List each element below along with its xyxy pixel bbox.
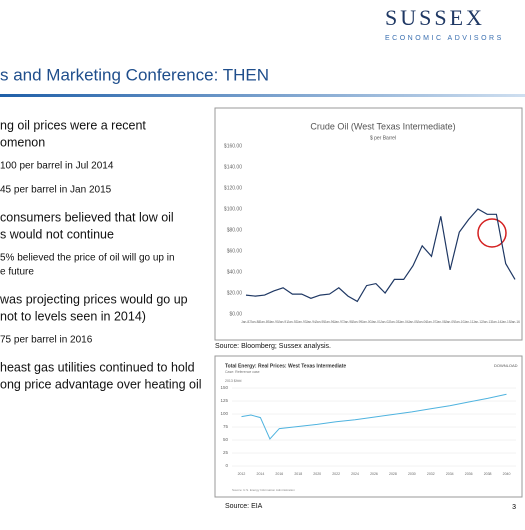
x-tick-label: Jan-08: [436, 320, 446, 324]
chart-note: Source: U.S. Energy Information Administ…: [232, 488, 295, 492]
x-tick-label: Jan-97: [334, 320, 344, 324]
sub-bullet-text: 75 per barrel in 2016: [0, 335, 93, 346]
x-tick-label: Jan-14: [492, 320, 502, 324]
x-tick-label: Jan-99: [352, 320, 362, 324]
y-tick-label: $80.00: [227, 227, 243, 233]
x-tick-label: Jan-04: [399, 320, 409, 324]
bullet-text: was projecting prices would go up: [0, 292, 188, 306]
sub-bullet-text: 5% believed the price of oil will go up …: [0, 253, 175, 264]
bullet-text: consumers believed that low oil: [0, 210, 174, 224]
y-tick-label: $60.00: [227, 248, 243, 254]
y-tick-label: $160.00: [224, 143, 242, 149]
y-tick-label: 125: [220, 398, 228, 403]
x-tick-label: 2022: [332, 472, 340, 476]
y-tick-label: 25: [223, 450, 229, 455]
highlight-circle: [477, 218, 507, 248]
bullet-text: ng oil prices were a recent: [0, 118, 146, 132]
bullet-text: s would not continue: [0, 227, 114, 241]
x-tick-label: Jan-03: [390, 320, 400, 324]
chart-title: Crude Oil (West Texas Intermediate): [310, 121, 455, 131]
x-tick-label: 2040: [503, 472, 511, 476]
x-tick-label: Jan-01: [371, 320, 381, 324]
y-tick-label: 100: [220, 411, 228, 416]
y-tick-label: $100.00: [224, 206, 242, 212]
x-tick-label: Jan-90: [269, 320, 279, 324]
x-tick-label: 2018: [294, 472, 302, 476]
x-tick-label: Jan-06: [417, 320, 427, 324]
x-tick-label: Jan-94: [306, 320, 316, 324]
x-tick-label: 2032: [427, 472, 435, 476]
x-tick-label: Jan-12: [473, 320, 483, 324]
bullet-text: heast gas utilities continued to hold: [0, 360, 195, 374]
chart-subtitle: $ per Barrel: [370, 135, 396, 141]
chart-frame: [214, 355, 523, 498]
sub-bullet-text: 100 per barrel in Jul 2014: [0, 161, 114, 172]
page-number: 3: [512, 504, 516, 511]
x-tick-label: Jan-89: [260, 320, 270, 324]
x-tick-label: 2016: [275, 472, 283, 476]
y-tick-label: $120.00: [224, 185, 242, 191]
x-tick-label: Jan-91: [278, 320, 288, 324]
x-tick-label: 2038: [484, 472, 492, 476]
title-rule: [0, 94, 525, 97]
x-tick-label: Jan-02: [380, 320, 390, 324]
chart-frame: [214, 107, 523, 341]
x-tick-label: 2014: [257, 472, 265, 476]
chart-source: Source: EIA: [225, 503, 263, 510]
x-tick-label: 2036: [465, 472, 473, 476]
slide-title: s and Marketing Conference: THEN: [0, 65, 269, 84]
y-tick-label: $40.00: [227, 269, 243, 275]
x-tick-label: Jan-13: [482, 320, 492, 324]
chart-subtitle: Case: Reference case: [225, 370, 260, 374]
x-tick-label: 2012: [238, 472, 246, 476]
y-tick-label: 150: [220, 385, 228, 390]
bullet-text: ong price advantage over heating oil: [0, 377, 202, 391]
x-tick-label: Jan-05: [408, 320, 418, 324]
unit-label: 2013 $/bbl: [225, 379, 242, 383]
y-tick-label: 75: [223, 424, 229, 429]
y-tick-label: $0.00: [229, 311, 242, 317]
y-tick-label: 50: [223, 437, 229, 442]
data-line: [241, 393, 507, 440]
x-tick-label: Jan-00: [362, 320, 372, 324]
y-tick-label: 0: [225, 463, 228, 468]
x-tick-label: Jan-95: [315, 320, 325, 324]
x-tick-label: Jan-11: [464, 320, 474, 324]
x-tick-label: 2020: [313, 472, 321, 476]
bullet-text: not to levels seen in 2014): [0, 309, 146, 323]
bullet-text: omenon: [0, 135, 45, 149]
chart-title: Total Energy: Real Prices: West Texas In…: [225, 363, 346, 369]
x-tick-label: 2034: [446, 472, 454, 476]
x-tick-label: 2028: [389, 472, 397, 476]
x-tick-label: Jan-93: [297, 320, 307, 324]
x-tick-label: Jan-16: [510, 320, 520, 324]
logo-sub: ECONOMIC ADVISORS: [385, 35, 504, 42]
x-tick-label: Jan-88: [250, 320, 260, 324]
sub-bullet-text: 45 per barrel in Jan 2015: [0, 185, 112, 196]
x-tick-label: Jan-96: [325, 320, 335, 324]
data-line: [245, 208, 516, 303]
y-tick-label: $140.00: [224, 164, 242, 170]
logo: SUSSEX: [385, 5, 485, 30]
x-tick-label: 2026: [370, 472, 378, 476]
x-tick-label: Jan-98: [343, 320, 353, 324]
x-tick-label: 2024: [351, 472, 359, 476]
y-tick-label: $20.00: [227, 290, 243, 296]
download-button[interactable]: DOWNLOAD: [494, 363, 518, 368]
x-tick-label: Jan-10: [454, 320, 464, 324]
chart-source: Source: Bloomberg; Sussex analysis.: [215, 343, 331, 350]
x-tick-label: Jan-87: [241, 320, 251, 324]
x-tick-label: 2030: [408, 472, 416, 476]
sub-bullet-text: e future: [0, 267, 34, 278]
x-tick-label: Jan-92: [288, 320, 298, 324]
x-tick-label: Jan-07: [427, 320, 437, 324]
x-tick-label: Jan-15: [501, 320, 511, 324]
x-tick-label: Jan-09: [445, 320, 455, 324]
